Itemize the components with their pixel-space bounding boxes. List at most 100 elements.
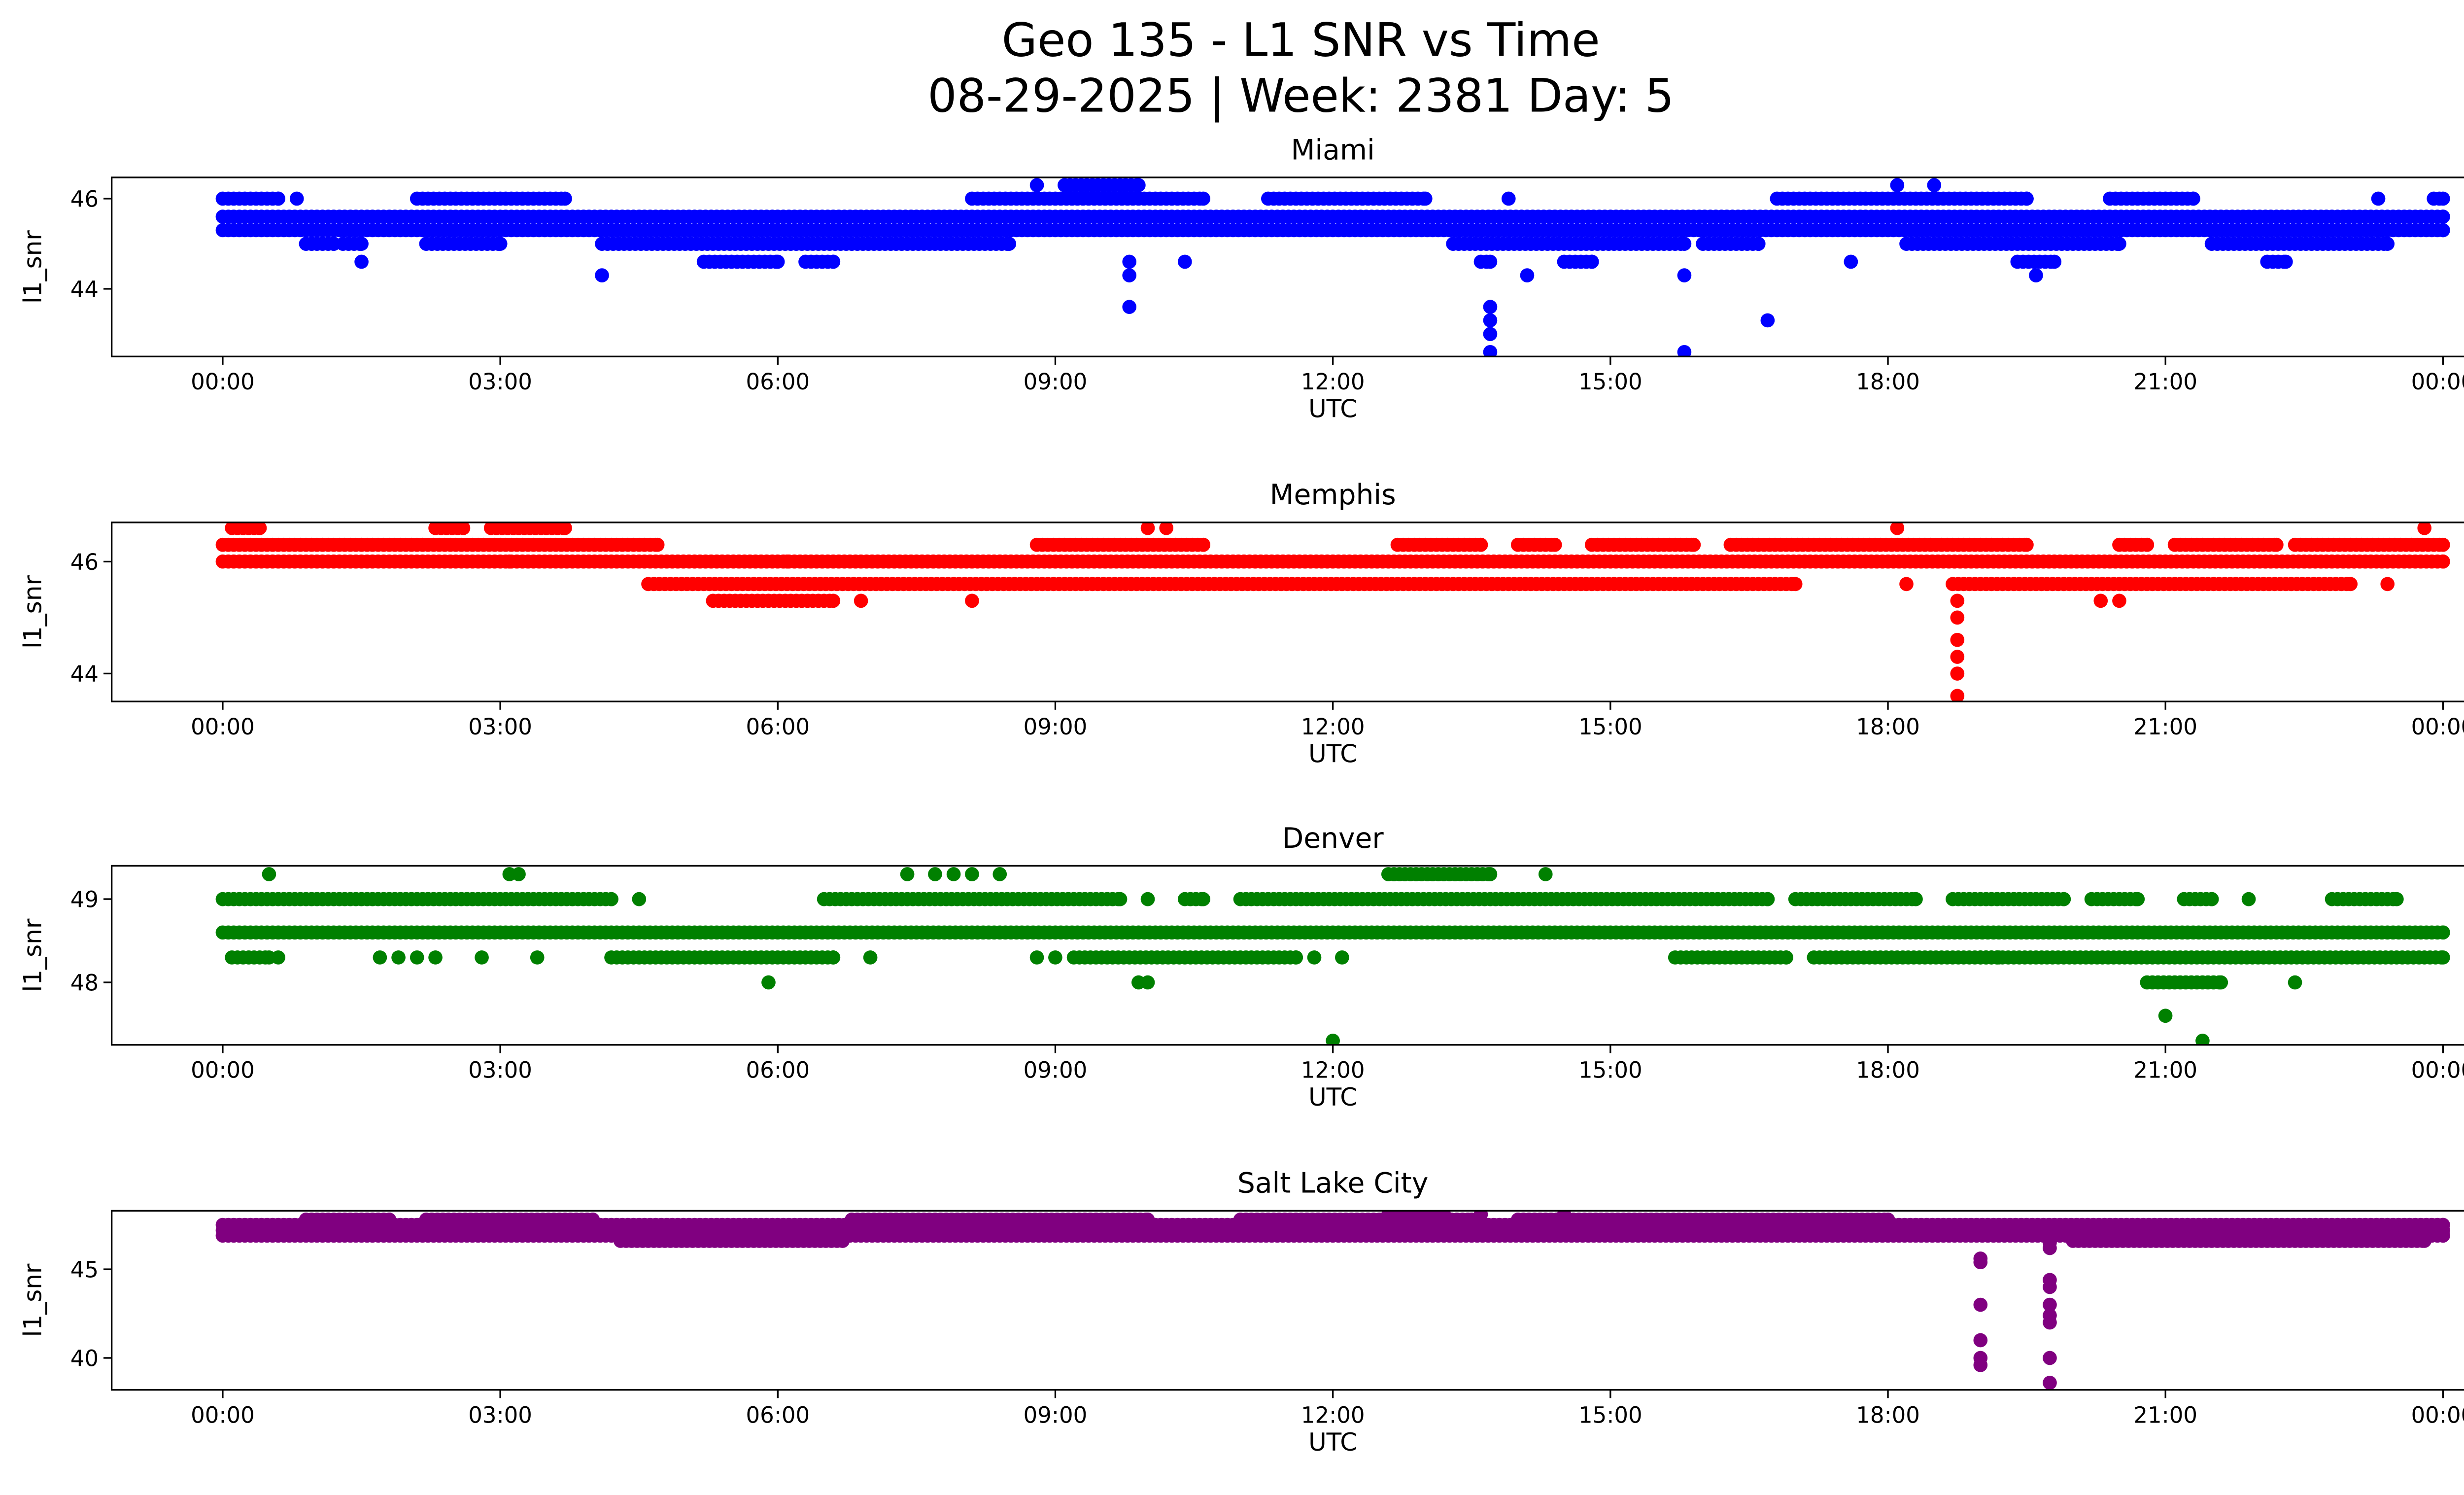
figure-title-line2: 08-29-2025 | Week: 2381 Day: 5 [927,70,1674,123]
data-point [530,950,545,965]
x-tick-label: 00:00 [191,369,255,395]
x-tick-label: 21:00 [2133,1057,2197,1083]
y-axis-label: l1_snr [18,575,47,649]
x-tick-label: 21:00 [2133,1402,2197,1428]
data-point [780,554,794,569]
data-point [2130,892,2145,906]
data-point [456,522,471,535]
data-point [946,867,961,881]
data-point [1437,1211,1451,1222]
data-point [2241,892,2256,906]
data-point [1973,1297,1988,1312]
data-point [1418,191,1433,206]
data-point [354,254,369,269]
data-point [1483,313,1498,328]
data-point [2436,191,2450,206]
data-point [1677,345,1692,357]
data-point [2380,237,2395,251]
data-point [761,975,776,990]
data-point [1899,577,1914,591]
data-point [2140,537,2155,552]
data-point [1973,1358,1988,1372]
data-point [2047,254,2062,269]
data-point [1538,867,1553,881]
data-point [1029,178,1044,192]
data-point [863,950,878,965]
x-tick-label: 12:00 [1301,1057,1365,1083]
data-point [2380,577,2395,591]
x-tick-label: 00:00 [191,1402,255,1428]
data-series [215,522,2450,702]
data-point [2417,522,2432,535]
data-series [215,1211,2450,1390]
y-tick-label: 45 [70,1257,99,1283]
x-axis-label: UTC [1308,395,1357,423]
data-point [2288,975,2302,990]
y-axis-label: l1_snr [18,230,47,304]
y-axis-label: l1_snr [18,1263,47,1337]
data-point [2043,1235,2057,1250]
data-point [1326,1034,1340,1045]
x-tick-label: 18:00 [1856,1057,1920,1083]
data-point [2019,191,2034,206]
data-point [493,237,508,251]
subplot-title: Denver [1282,822,1384,855]
data-point [2436,925,2450,940]
data-point [2019,537,2034,552]
data-point [1520,268,1535,282]
x-tick-label: 12:00 [1301,1402,1365,1428]
data-point [965,867,979,881]
data-point [2029,268,2043,282]
figure-title-line1: Geo 135 - L1 SNR vs Time [1002,13,1600,67]
data-point [2371,191,2386,206]
data-point [992,867,1007,881]
data-point [2056,892,2071,906]
x-tick-label: 15:00 [1578,369,1643,395]
data-point [632,892,647,906]
data-point [2436,1228,2450,1243]
x-tick-label: 18:00 [1856,714,1920,740]
data-point [1909,892,1923,906]
data-point [2214,975,2228,990]
data-point [1881,1213,1895,1227]
x-tick-label: 00:00 [2411,1402,2464,1428]
x-axis-label: UTC [1308,739,1357,768]
data-point [428,950,443,965]
data-point [826,254,841,269]
data-point [1483,345,1498,357]
data-point [1760,313,1775,328]
x-tick-label: 15:00 [1578,714,1643,740]
data-point [1501,191,1516,206]
data-point [1196,191,1211,206]
x-tick-label: 18:00 [1856,1402,1920,1428]
data-point [854,593,868,608]
x-axis-label: UTC [1308,1083,1357,1112]
x-tick-label: 06:00 [746,714,810,740]
data-point [391,950,406,965]
y-tick-label: 46 [70,549,99,575]
data-point [1159,522,1174,535]
data-point [1890,522,1905,535]
data-point [1927,178,1942,192]
data-point [2158,1008,2173,1023]
subplots: Miami 00:00 03:00 06:00 09:00 12:00 15:00 18:00… [18,134,2464,1457]
x-tick-label: 00:00 [2411,714,2464,740]
data-point [512,867,526,881]
x-tick-label: 09:00 [1024,1057,1088,1083]
data-point [900,867,915,881]
y-tick-label: 49 [70,887,99,913]
x-tick-label: 06:00 [746,1402,810,1428]
data-point [650,537,665,552]
x-tick-label: 00:00 [191,714,255,740]
data-point [2417,1234,2432,1248]
x-tick-label: 00:00 [2411,369,2464,395]
data-point [1196,892,1211,906]
data-point [1973,1255,1988,1270]
data-point [2043,1297,2057,1312]
data-point [1950,610,1965,625]
subplot-title: Miami [1291,134,1375,166]
data-point [2043,1280,2057,1294]
x-tick-label: 03:00 [468,1057,532,1083]
